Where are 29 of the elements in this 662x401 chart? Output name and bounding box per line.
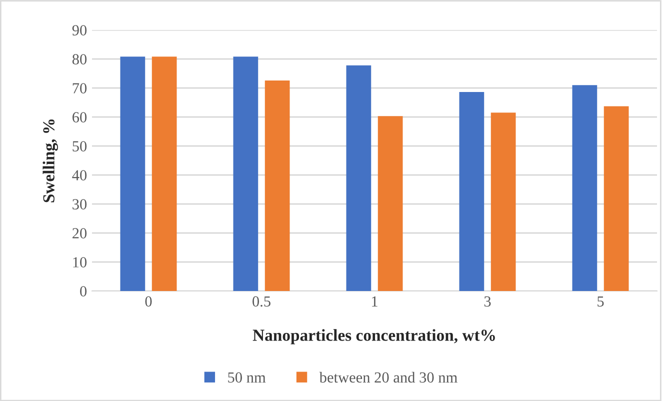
bar [378,116,403,291]
x-tick-label: 0.5 [252,296,270,307]
y-tick-label: 50 [72,141,87,152]
y-tick-label: 0 [80,286,87,296]
x-tick-label: 0 [145,296,152,307]
bar [572,85,598,291]
bar [264,80,290,291]
bar [233,56,258,291]
y-tick-label: 20 [72,228,87,238]
legend-label: between 20 and 30 nm [319,372,458,383]
bar [152,56,177,291]
bar [604,106,629,291]
bar [490,112,516,291]
y-tick-label: 70 [72,83,87,94]
legend-label: 50 nm [228,372,266,383]
y-tick-label: 90 [72,25,87,36]
y-tick-label: 10 [73,257,87,268]
x-tick-label: 1 [372,296,378,306]
x-tick-label: 3 [484,296,491,307]
y-tick-label: 30 [72,199,87,210]
y-tick-label: 80 [72,54,87,64]
y-tick-label: 40 [72,170,87,180]
x-tick-label: 5 [598,296,604,307]
y-tick-label: 60 [72,112,87,122]
bar [346,65,372,291]
x-axis-title: Nanoparticles concentration, wt% [252,329,495,344]
bar [120,56,146,291]
bar [459,92,484,291]
y-axis-title: Swelling, % [42,119,58,202]
